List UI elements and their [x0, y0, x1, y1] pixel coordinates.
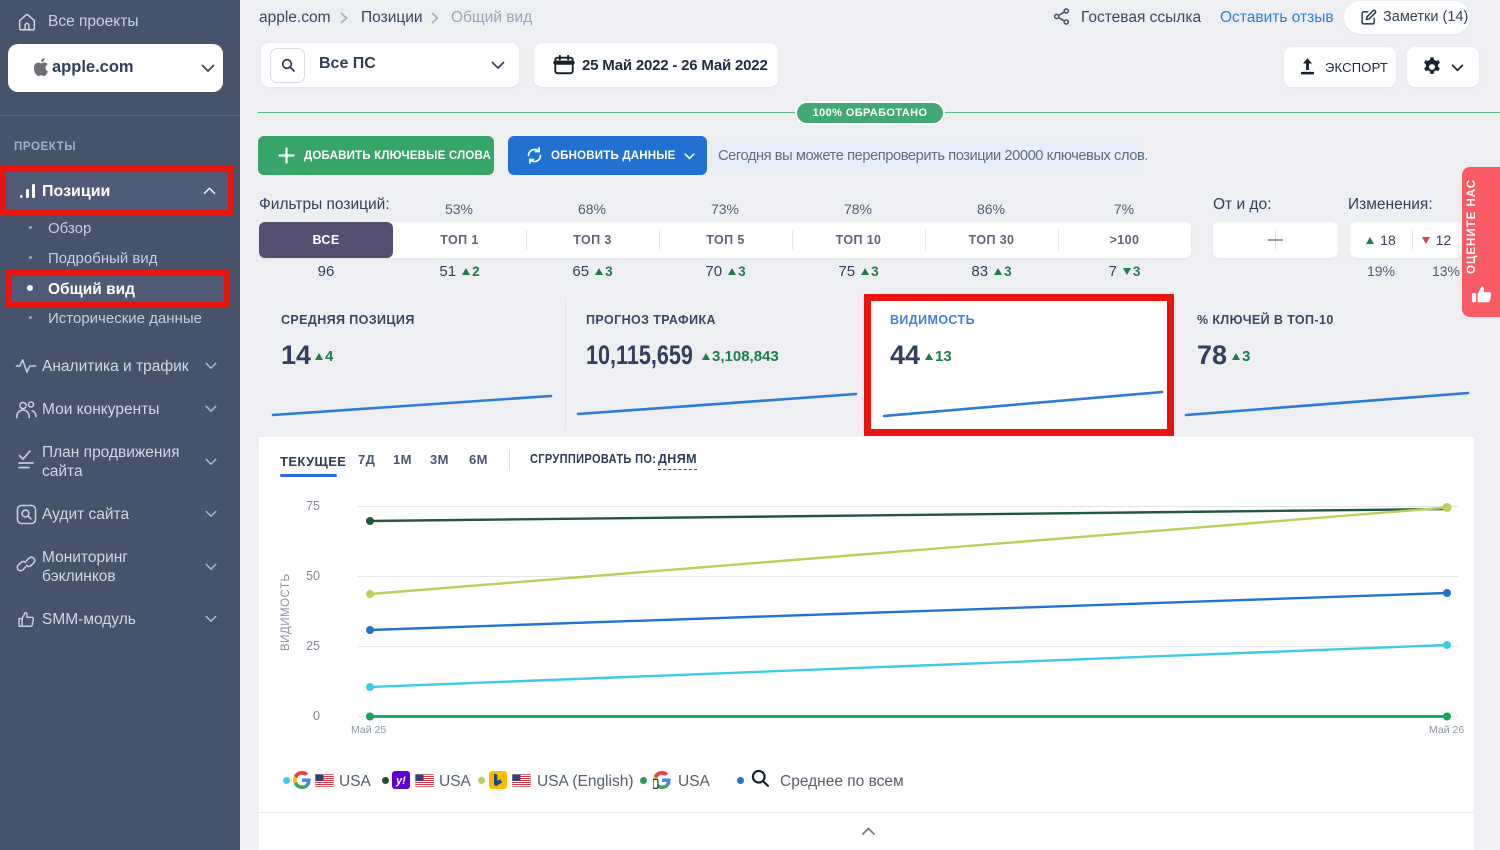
svg-text:y!: y! [395, 775, 406, 787]
